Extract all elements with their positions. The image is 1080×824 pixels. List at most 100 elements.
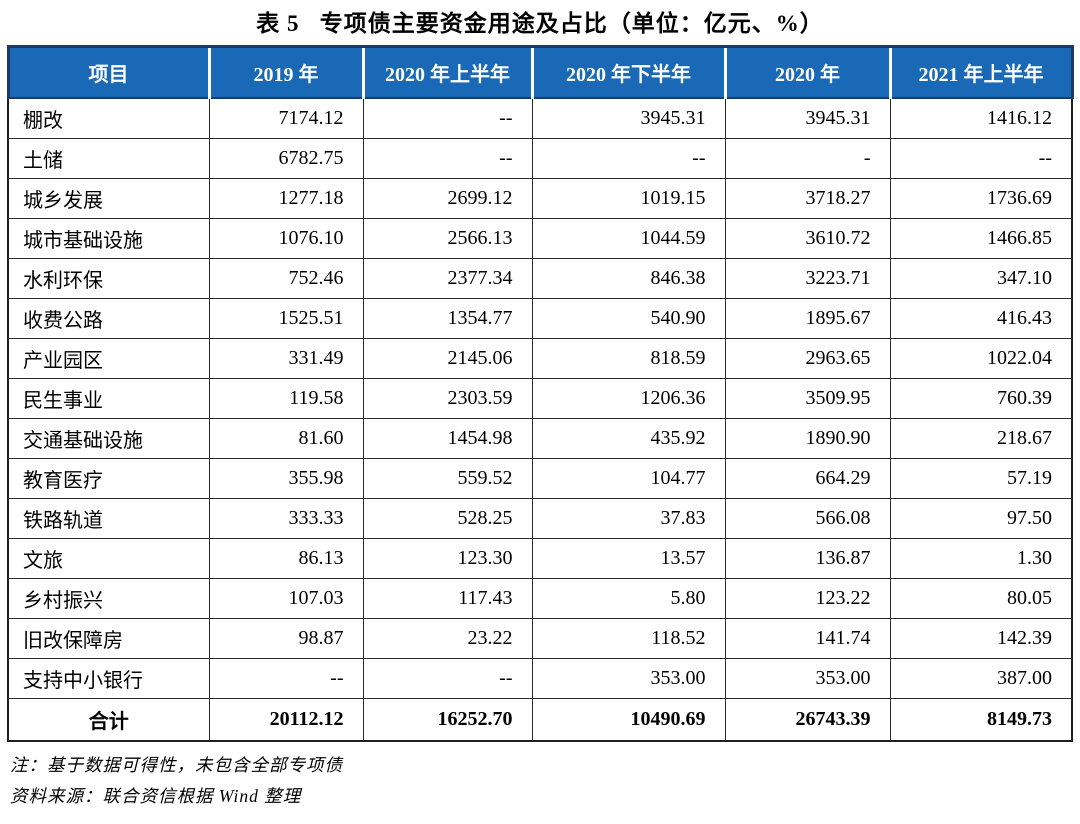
footnotes: 注：基于数据可得性，未包含全部专项债 资料来源：联合资信根据 Wind 整理 (10, 750, 1080, 811)
row-value: 3718.27 (724, 178, 891, 219)
row-label: 收费公路 (7, 298, 210, 339)
row-value: 123.30 (362, 538, 533, 579)
table-row: 产业园区 331.49 2145.06 818.59 2963.65 1022.… (7, 338, 1073, 379)
row-label: 城市基础设施 (7, 218, 210, 259)
row-value: 117.43 (362, 578, 533, 619)
total-value: 26743.39 (724, 698, 891, 742)
row-value: 387.00 (889, 658, 1073, 699)
row-value: 3610.72 (724, 218, 891, 259)
row-value: 353.00 (724, 658, 891, 699)
row-label: 棚改 (7, 97, 210, 139)
row-value: 1019.15 (531, 178, 726, 219)
row-value: 97.50 (889, 498, 1073, 539)
row-value: 2566.13 (362, 218, 533, 259)
row-value: 23.22 (362, 618, 533, 659)
column-header-item: 项目 (6, 45, 209, 99)
row-value: 37.83 (531, 498, 726, 539)
column-header-2020: 2020 年 (723, 45, 890, 99)
table-row: 水利环保 752.46 2377.34 846.38 3223.71 347.1… (7, 258, 1073, 299)
note-line: 注：基于数据可得性，未包含全部专项债 (10, 755, 343, 775)
total-value: 16252.70 (362, 698, 533, 742)
table-row: 支持中小银行 -- -- 353.00 353.00 387.00 (7, 658, 1073, 699)
row-value: 1354.77 (362, 298, 533, 339)
row-value: 1022.04 (889, 338, 1073, 379)
table-row: 文旅 86.13 123.30 13.57 136.87 1.30 (7, 538, 1073, 579)
column-header-2020h1: 2020 年上半年 (361, 45, 532, 99)
row-value: 353.00 (531, 658, 726, 699)
row-value: 7174.12 (208, 97, 364, 139)
table-header-row: 项目 2019 年 2020 年上半年 2020 年下半年 2020 年 202… (6, 45, 1074, 99)
row-value: 1895.67 (724, 298, 891, 339)
row-value: 1525.51 (208, 298, 364, 339)
special-bond-uses-table: 项目 2019 年 2020 年上半年 2020 年下半年 2020 年 202… (6, 45, 1074, 742)
row-label: 文旅 (7, 538, 210, 579)
row-value: 123.22 (724, 578, 891, 619)
row-value: -- (531, 138, 726, 179)
row-value: 1466.85 (889, 218, 1073, 259)
row-value: 818.59 (531, 338, 726, 379)
row-value: 81.60 (208, 418, 364, 459)
table-row: 铁路轨道 333.33 528.25 37.83 566.08 97.50 (7, 498, 1073, 539)
row-value: 3223.71 (724, 258, 891, 299)
table-row: 土储 6782.75 -- -- - -- (7, 138, 1073, 179)
table-row: 旧改保障房 98.87 23.22 118.52 141.74 142.39 (7, 618, 1073, 659)
row-value: -- (362, 138, 533, 179)
row-label: 民生事业 (7, 378, 210, 419)
row-value: 435.92 (531, 418, 726, 459)
row-label: 乡村振兴 (7, 578, 210, 619)
row-label: 支持中小银行 (7, 658, 210, 699)
row-value: 1277.18 (208, 178, 364, 219)
row-value: 5.80 (531, 578, 726, 619)
table-row: 教育医疗 355.98 559.52 104.77 664.29 57.19 (7, 458, 1073, 499)
row-value: 3945.31 (531, 97, 726, 139)
total-value: 8149.73 (889, 698, 1073, 742)
row-value: 6782.75 (208, 138, 364, 179)
table-row: 棚改 7174.12 -- 3945.31 3945.31 1416.12 (7, 97, 1073, 139)
row-value: - (724, 138, 891, 179)
row-label: 教育医疗 (7, 458, 210, 499)
row-value: 1044.59 (531, 218, 726, 259)
row-label: 交通基础设施 (7, 418, 210, 459)
row-value: 2303.59 (362, 378, 533, 419)
row-value: 98.87 (208, 618, 364, 659)
table-row: 民生事业 119.58 2303.59 1206.36 3509.95 760.… (7, 378, 1073, 419)
row-value: 57.19 (889, 458, 1073, 499)
row-value: 2699.12 (362, 178, 533, 219)
row-value: 142.39 (889, 618, 1073, 659)
table-header: 项目 2019 年 2020 年上半年 2020 年下半年 2020 年 202… (6, 45, 1074, 99)
row-value: 566.08 (724, 498, 891, 539)
row-label: 水利环保 (7, 258, 210, 299)
row-value: 141.74 (724, 618, 891, 659)
row-label: 土储 (7, 138, 210, 179)
row-value: 107.03 (208, 578, 364, 619)
row-value: 1416.12 (889, 97, 1073, 139)
total-row: 合计 20112.12 16252.70 10490.69 26743.39 8… (7, 698, 1073, 742)
row-value: 13.57 (531, 538, 726, 579)
table-row: 交通基础设施 81.60 1454.98 435.92 1890.90 218.… (7, 418, 1073, 459)
table-row: 收费公路 1525.51 1354.77 540.90 1895.67 416.… (7, 298, 1073, 339)
row-value: 3945.31 (724, 97, 891, 139)
row-value: 136.87 (724, 538, 891, 579)
row-value: 559.52 (362, 458, 533, 499)
row-value: 1890.90 (724, 418, 891, 459)
row-value: 2963.65 (724, 338, 891, 379)
row-value: 752.46 (208, 258, 364, 299)
row-value: 416.43 (889, 298, 1073, 339)
row-value: 760.39 (889, 378, 1073, 419)
row-value: 218.67 (889, 418, 1073, 459)
row-value: -- (362, 658, 533, 699)
row-value: 86.13 (208, 538, 364, 579)
row-value: 846.38 (531, 258, 726, 299)
row-value: 664.29 (724, 458, 891, 499)
row-value: 119.58 (208, 378, 364, 419)
row-value: 1206.36 (531, 378, 726, 419)
column-header-2021h1: 2021 年上半年 (888, 45, 1074, 99)
total-value: 20112.12 (208, 698, 364, 742)
row-value: 331.49 (208, 338, 364, 379)
row-value: 355.98 (208, 458, 364, 499)
table-footer: 合计 20112.12 16252.70 10490.69 26743.39 8… (7, 698, 1073, 742)
row-value: 333.33 (208, 498, 364, 539)
table-row: 乡村振兴 107.03 117.43 5.80 123.22 80.05 (7, 578, 1073, 619)
row-value: 118.52 (531, 618, 726, 659)
row-value: 80.05 (889, 578, 1073, 619)
